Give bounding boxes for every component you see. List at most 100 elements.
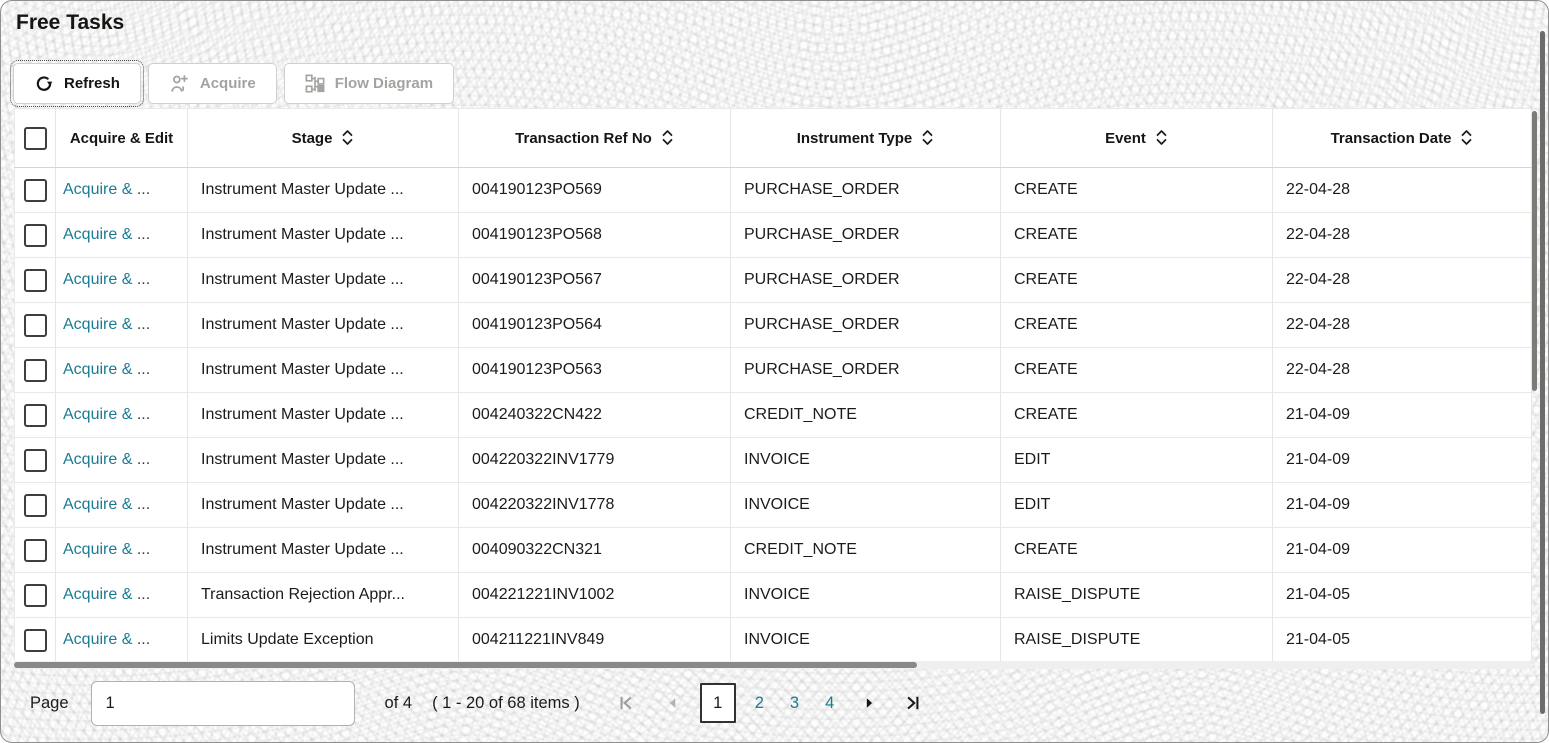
row-checkbox[interactable] [23,628,47,652]
column-header-acquire-edit: Acquire & Edit [55,108,188,168]
row-checkbox[interactable] [23,583,47,607]
acquire-edit-link[interactable]: Acquire & ... [63,406,150,423]
instrument-type-cell: CREDIT_NOTE [730,392,1001,438]
instrument-type-cell: INVOICE [730,437,1001,483]
table-row: Acquire & ... Instrument Master Update .… [14,392,1532,438]
sort-icon[interactable] [1460,129,1473,146]
transaction-ref-cell: 004240322CN422 [458,392,731,438]
column-label: Stage [291,130,333,147]
row-select-cell [14,212,56,258]
last-page-button[interactable] [903,694,921,712]
select-all-checkbox[interactable] [23,126,47,150]
column-label: Event [1105,130,1146,147]
row-checkbox[interactable] [23,223,47,247]
sort-icon[interactable] [341,129,354,146]
row-checkbox[interactable] [23,268,47,292]
acquire-edit-cell: Acquire & ... [55,617,188,663]
flow-diagram-label: Flow Diagram [334,75,434,92]
page-number-button[interactable]: 2 [754,693,764,712]
transaction-date-cell: 21-04-09 [1272,482,1532,528]
row-checkbox[interactable] [23,313,47,337]
table-horizontal-scrollbar[interactable] [14,661,1531,669]
refresh-icon [34,74,54,94]
flow-diagram-button[interactable]: Flow Diagram [283,63,455,104]
next-page-button[interactable] [862,696,876,710]
table-body: Acquire & ... Instrument Master Update .… [14,167,1532,663]
instrument-type-cell: PURCHASE_ORDER [730,257,1001,303]
row-checkbox[interactable] [23,178,47,202]
acquire-edit-link[interactable]: Acquire & ... [63,361,150,378]
acquire-edit-cell: Acquire & ... [55,302,188,348]
table-vertical-scrollbar[interactable] [1532,111,1537,391]
row-select-cell [14,437,56,483]
link-ellipsis: ... [136,361,151,378]
stage-cell: Instrument Master Update ... [187,257,459,303]
row-select-cell [14,257,56,303]
transaction-date-cell: 21-04-05 [1272,572,1532,618]
link-text: Acquire & [63,541,137,558]
acquire-edit-cell: Acquire & ... [55,212,188,258]
link-text: Acquire & [63,496,137,513]
link-ellipsis: ... [136,181,151,198]
sort-icon[interactable] [1155,129,1168,146]
items-range-label: ( 1 - 20 of 68 items ) [432,693,580,712]
column-header-transaction-ref-no: Transaction Ref No [458,108,731,168]
sort-icon[interactable] [921,129,934,146]
instrument-type-cell: CREDIT_NOTE [730,527,1001,573]
acquire-edit-cell: Acquire & ... [55,347,188,393]
link-text: Acquire & [63,406,137,423]
event-cell: RAISE_DISPUTE [1000,617,1273,663]
acquire-edit-link[interactable]: Acquire & ... [63,316,150,333]
row-checkbox[interactable] [23,448,47,472]
instrument-type-cell: PURCHASE_ORDER [730,167,1001,213]
stage-cell: Instrument Master Update ... [187,347,459,393]
instrument-type-cell: PURCHASE_ORDER [730,212,1001,258]
toolbar: Refresh Acquire [10,60,461,107]
current-page-button[interactable]: 1 [699,683,736,723]
acquire-edit-link[interactable]: Acquire & ... [63,496,150,513]
stage-cell: Instrument Master Update ... [187,437,459,483]
acquire-edit-link[interactable]: Acquire & ... [63,631,150,648]
acquire-person-plus-icon [169,73,190,94]
event-cell: CREATE [1000,527,1273,573]
acquire-edit-link[interactable]: Acquire & ... [63,271,150,288]
page-number-button[interactable]: 3 [789,693,800,712]
stage-cell: Instrument Master Update ... [187,167,459,213]
acquire-edit-link[interactable]: Acquire & ... [63,586,150,603]
stage-cell: Instrument Master Update ... [187,392,459,438]
acquire-edit-link[interactable]: Acquire & ... [63,181,150,198]
row-select-cell [14,482,56,528]
page-scrollbar[interactable] [1540,31,1545,714]
stage-cell: Instrument Master Update ... [187,482,459,528]
row-checkbox[interactable] [23,358,47,382]
event-cell: CREATE [1000,167,1273,213]
page-number-button[interactable]: 4 [825,693,835,712]
column-label: Instrument Type [796,130,913,147]
link-text: Acquire & [63,316,137,333]
acquire-edit-cell: Acquire & ... [55,257,188,303]
refresh-button[interactable]: Refresh [10,60,144,107]
row-checkbox[interactable] [23,493,47,517]
table-row: Acquire & ... Instrument Master Update .… [14,482,1532,528]
acquire-edit-cell: Acquire & ... [55,437,188,483]
stage-cell: Transaction Rejection Appr... [187,572,459,618]
sort-icon[interactable] [661,129,674,146]
horizontal-scrollbar-thumb[interactable] [14,662,917,668]
acquire-edit-link[interactable]: Acquire & ... [63,541,150,558]
column-label: Acquire & Edit [69,129,174,147]
table-row: Acquire & ... Instrument Master Update .… [14,167,1532,213]
link-ellipsis: ... [136,631,151,648]
previous-page-button[interactable] [666,696,680,710]
page-input[interactable] [90,680,355,726]
link-text: Acquire & [63,226,137,243]
first-page-button[interactable] [618,694,636,712]
row-checkbox[interactable] [23,403,47,427]
acquire-edit-link[interactable]: Acquire & ... [63,451,150,468]
row-checkbox[interactable] [23,538,47,562]
row-select-cell [14,392,56,438]
event-cell: CREATE [1000,347,1273,393]
acquire-button[interactable]: Acquire [147,63,277,104]
transaction-date-cell: 22-04-28 [1272,257,1532,303]
acquire-edit-link[interactable]: Acquire & ... [63,226,150,243]
